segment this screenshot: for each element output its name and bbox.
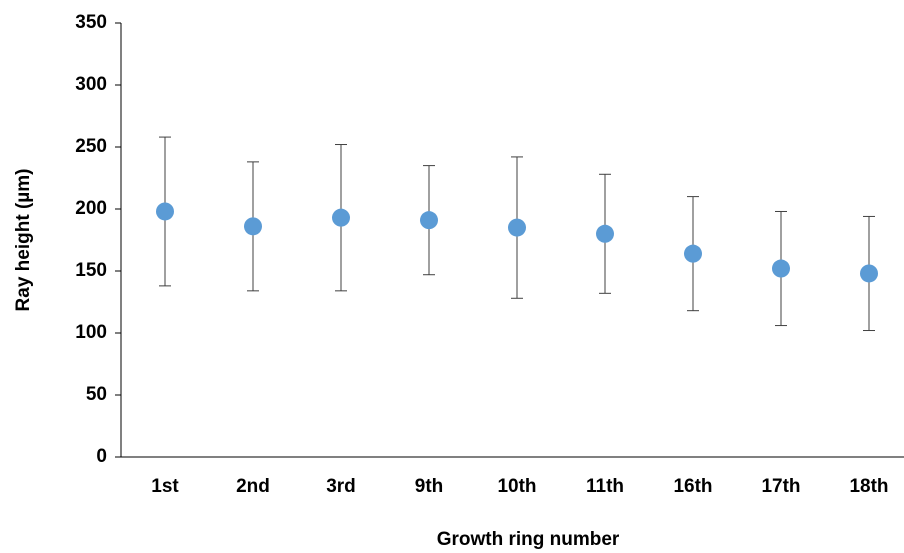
y-tick-label: 200 — [75, 198, 107, 219]
point — [156, 202, 174, 221]
x-tick-label: 3rd — [326, 476, 356, 497]
point — [684, 244, 702, 263]
y-tick-label: 350 — [75, 12, 107, 33]
point — [420, 211, 438, 230]
point — [332, 208, 350, 227]
point — [508, 218, 526, 237]
y-tick-label: 150 — [75, 260, 107, 281]
x-tick-label: 18th — [849, 476, 888, 497]
y-tick-label: 50 — [86, 384, 107, 405]
x-tick-label: 10th — [497, 476, 536, 497]
x-tick-label: 17th — [761, 476, 800, 497]
x-tick-label: 1st — [151, 476, 179, 497]
x-axis-title: Growth ring number — [437, 529, 620, 550]
point — [860, 264, 878, 283]
y-tick-label: 0 — [96, 446, 107, 467]
point — [244, 217, 262, 236]
x-tick-label: 9th — [415, 476, 444, 497]
x-tick-label: 2nd — [236, 476, 270, 497]
y-tick-label: 100 — [75, 322, 107, 343]
y-tick-label: 300 — [75, 74, 107, 95]
y-axis-title: Ray height (µm) — [13, 169, 34, 312]
point — [772, 259, 790, 278]
y-tick-label: 250 — [75, 136, 107, 157]
point — [596, 224, 614, 243]
x-tick-label: 16th — [673, 476, 712, 497]
x-tick-label: 11th — [586, 476, 624, 497]
